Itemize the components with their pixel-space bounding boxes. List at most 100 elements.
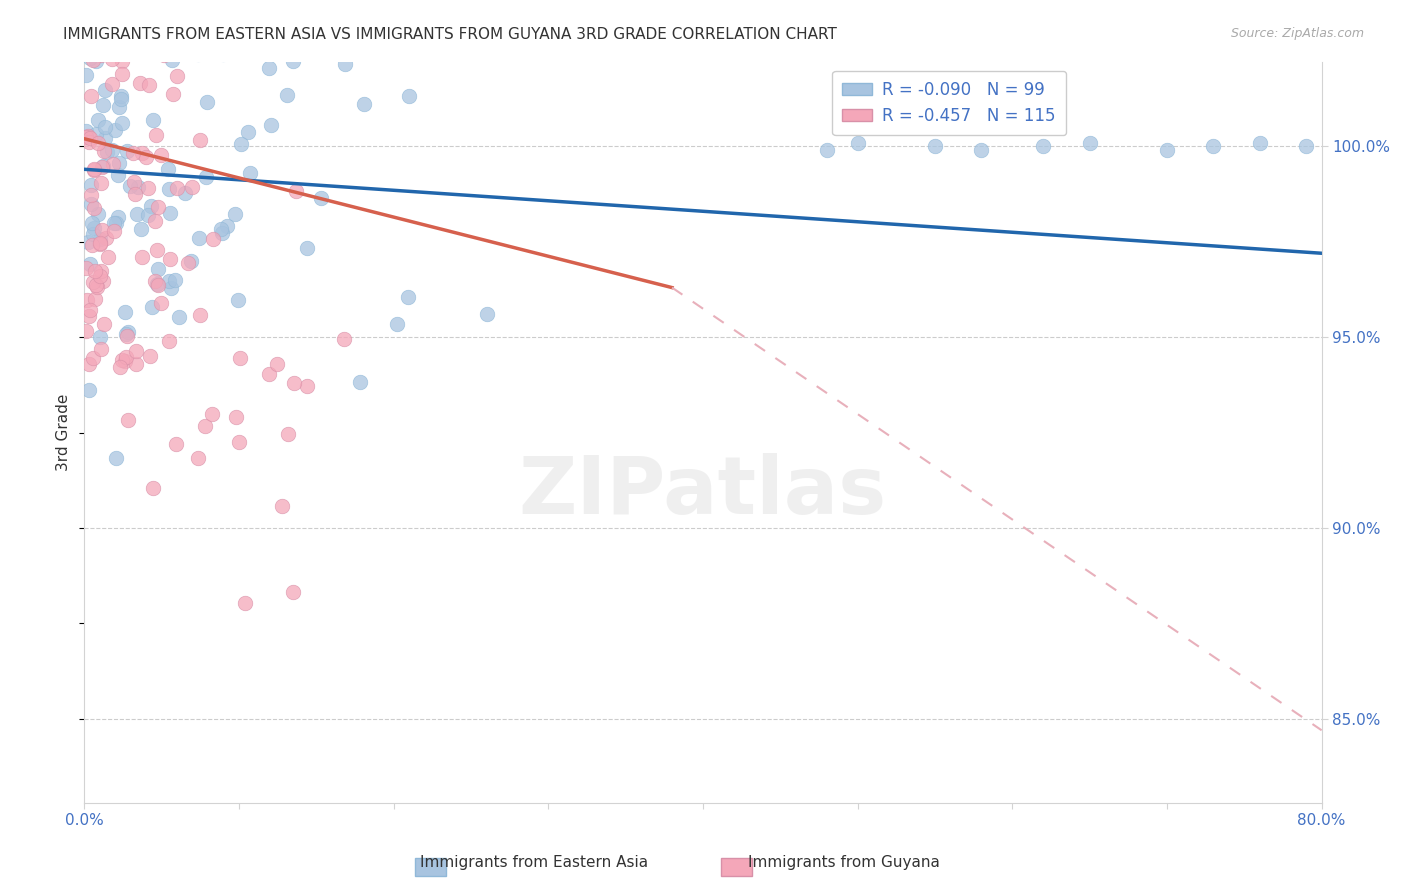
Point: [228, 351, 250, 365]
Point: [143, 214, 166, 228]
Point: [103, 223, 125, 237]
Point: [145, 128, 167, 142]
Point: [277, 427, 299, 442]
Point: [77, 135, 100, 149]
Point: [86, 128, 108, 142]
Point: [122, 145, 145, 160]
Point: [107, 211, 129, 225]
Point: [105, 450, 128, 465]
Point: [76, 293, 98, 307]
Point: [90, 47, 112, 62]
Point: [90, 342, 112, 356]
Point: [283, 54, 305, 68]
Point: [103, 216, 125, 230]
Point: [135, 150, 157, 164]
Point: [110, 89, 132, 103]
Point: [111, 67, 134, 81]
Text: IMMIGRANTS FROM EASTERN ASIA VS IMMIGRANTS FROM GUYANA 3RD GRADE CORRELATION CHA: IMMIGRANTS FROM EASTERN ASIA VS IMMIGRAN…: [63, 27, 837, 42]
Point: [201, 231, 224, 245]
Point: [295, 379, 318, 393]
Point: [77, 384, 100, 398]
Point: [89, 330, 111, 344]
Point: [160, 281, 183, 295]
Text: Immigrants from Guyana: Immigrants from Guyana: [748, 855, 939, 870]
Point: [353, 96, 375, 111]
Point: [162, 87, 184, 102]
Point: [94, 131, 117, 145]
Point: [114, 327, 136, 342]
Point: [97, 250, 120, 264]
Point: [1032, 139, 1054, 153]
Legend: R = -0.090   N = 99, R = -0.457   N = 115: R = -0.090 N = 99, R = -0.457 N = 115: [832, 70, 1066, 135]
Point: [114, 354, 136, 368]
Point: [83, 162, 105, 177]
Point: [201, 44, 224, 58]
Point: [333, 332, 356, 346]
Point: [90, 33, 112, 47]
Point: [108, 359, 131, 374]
Point: [146, 262, 169, 277]
Point: [90, 223, 112, 237]
Point: [167, 310, 190, 324]
Point: [122, 175, 145, 189]
Point: [295, 241, 318, 255]
Text: ZIPatlas: ZIPatlas: [519, 453, 887, 531]
Point: [96, 145, 118, 160]
Point: [1202, 139, 1225, 153]
Point: [91, 98, 114, 112]
Point: [83, 220, 105, 235]
Point: [83, 202, 105, 216]
Point: [75, 130, 97, 145]
Text: Source: ZipAtlas.com: Source: ZipAtlas.com: [1230, 27, 1364, 40]
Point: [211, 47, 233, 62]
Point: [146, 277, 169, 291]
Point: [159, 252, 181, 266]
Point: [75, 124, 97, 138]
Point: [77, 309, 100, 323]
Point: [174, 186, 197, 201]
Point: [127, 180, 149, 194]
Point: [257, 61, 280, 75]
Point: [260, 118, 283, 132]
Point: [77, 128, 100, 143]
Point: [228, 434, 250, 449]
Point: [142, 113, 165, 128]
Point: [139, 349, 162, 363]
Point: [80, 197, 103, 211]
Point: [77, 357, 100, 371]
Point: [93, 82, 115, 96]
Point: [815, 143, 838, 157]
Point: [333, 57, 356, 71]
Point: [284, 184, 307, 198]
Point: [1156, 143, 1178, 157]
Point: [82, 227, 104, 241]
Point: [114, 305, 136, 319]
Point: [80, 88, 103, 103]
Point: [93, 317, 115, 331]
Point: [125, 207, 148, 221]
Point: [145, 243, 167, 257]
Point: [96, 231, 118, 245]
Point: [87, 15, 110, 29]
Point: [270, 499, 292, 513]
Point: [80, 188, 103, 202]
Point: [105, 216, 128, 230]
Point: [104, 123, 127, 137]
Point: [80, 216, 103, 230]
Point: [111, 116, 134, 130]
Point: [83, 292, 105, 306]
Point: [86, 277, 108, 292]
Point: [82, 53, 104, 67]
Point: [349, 375, 371, 389]
Point: [89, 236, 111, 251]
Point: [157, 274, 180, 288]
Point: [77, 1, 100, 15]
Point: [156, 161, 179, 176]
Point: [150, 296, 173, 310]
Point: [283, 376, 305, 391]
Point: [181, 180, 204, 194]
Point: [194, 169, 217, 184]
Point: [131, 250, 153, 264]
Point: [115, 329, 138, 343]
Point: [146, 277, 169, 292]
